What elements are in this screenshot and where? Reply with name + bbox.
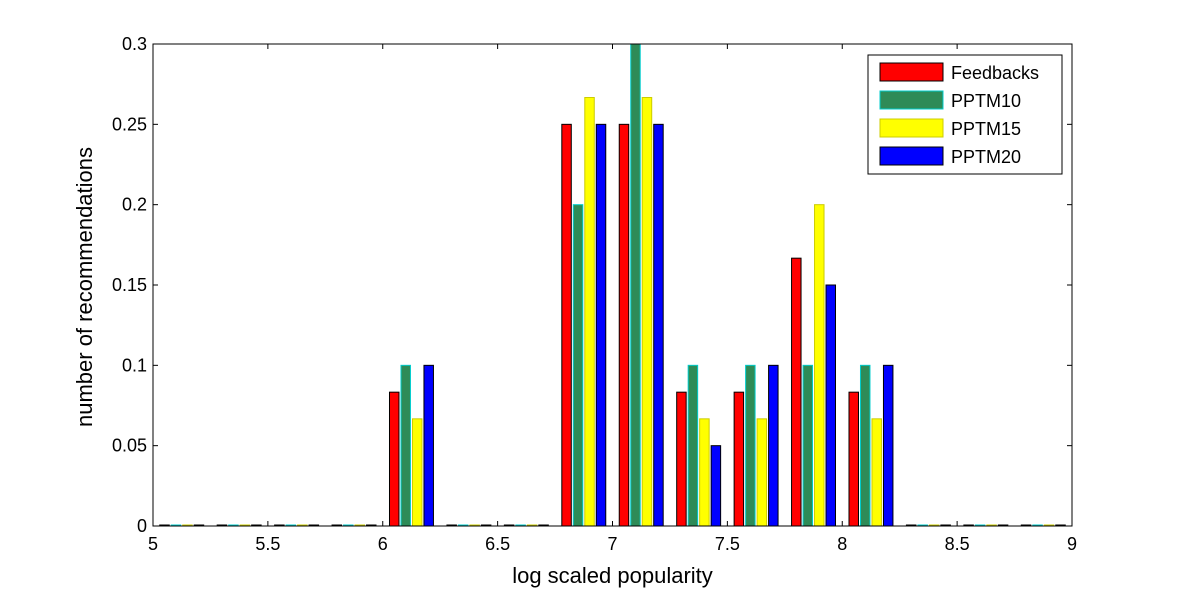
legend-label-pptm15: PPTM15 <box>951 119 1021 139</box>
bar-feedbacks-4 <box>388 391 400 527</box>
x-tick-label: 8 <box>837 534 847 554</box>
bar-pptm10-4 <box>400 364 411 527</box>
x-tick-label: 8.5 <box>945 534 970 554</box>
y-tick-label: 0 <box>137 516 147 536</box>
y-tick-label: 0.15 <box>112 275 147 295</box>
bar-pptm15-12 <box>871 418 882 527</box>
x-tick-label: 6.5 <box>485 534 510 554</box>
bar-pptm15-7 <box>584 97 595 527</box>
y-tick-label: 0.05 <box>112 436 147 456</box>
bar-pptm20-7 <box>595 123 607 527</box>
bar-pptm15-8 <box>641 97 653 527</box>
y-tick-label: 0.2 <box>122 195 147 215</box>
bar-pptm10-10 <box>745 364 756 527</box>
bar-feedbacks-11 <box>791 257 802 527</box>
legend-swatch-pptm10 <box>879 90 944 110</box>
bar-pptm15-11 <box>814 204 825 527</box>
x-tick-label: 9 <box>1067 534 1077 554</box>
legend-label-feedbacks: Feedbacks <box>951 63 1039 83</box>
bar-pptm20-9 <box>710 445 722 527</box>
y-axis: 0 0.05 0.1 0.15 0.2 0.25 0.3 <box>112 34 1072 536</box>
bar-pptm10-11 <box>802 364 814 527</box>
legend-swatch-pptm15 <box>879 118 944 138</box>
x-axis: 5 5.5 6 6.5 7 7.5 8 8.5 9 <box>148 44 1077 554</box>
bar-pptm10-8 <box>630 43 641 527</box>
bar-pptm10-9 <box>687 364 699 527</box>
legend-label-pptm20: PPTM20 <box>951 147 1021 167</box>
legend-label-pptm10: PPTM10 <box>951 91 1021 111</box>
legend-swatch-feedbacks <box>879 62 944 82</box>
bar-pptm15-10 <box>756 418 768 527</box>
bar-pptm10-7 <box>572 204 584 527</box>
bar-pptm10-12 <box>859 364 871 527</box>
bar-pptm20-8 <box>653 123 664 527</box>
y-tick-label: 0.1 <box>122 355 147 375</box>
bar-feedbacks-10 <box>733 391 745 527</box>
legend-swatch-pptm20 <box>879 146 944 166</box>
plot-bars <box>159 43 1066 527</box>
bar-pptm15-9 <box>699 418 710 527</box>
x-tick-label: 5.5 <box>255 534 280 554</box>
y-tick-label: 0.25 <box>112 114 147 134</box>
bar-pptm20-4 <box>423 364 434 527</box>
x-tick-label: 7 <box>607 534 617 554</box>
bar-pptm20-10 <box>768 364 779 527</box>
y-axis-label: number of recommendations <box>72 147 97 427</box>
y-tick-label: 0.3 <box>122 34 147 54</box>
x-tick-label: 6 <box>378 534 388 554</box>
bar-feedbacks-8 <box>618 123 630 527</box>
x-tick-label: 7.5 <box>715 534 740 554</box>
bar-pptm20-11 <box>825 284 837 527</box>
bar-feedbacks-12 <box>848 391 859 527</box>
bar-pptm20-12 <box>882 364 894 527</box>
bar-feedbacks-7 <box>561 123 572 527</box>
x-axis-label: log scaled popularity <box>512 563 713 588</box>
bar-feedbacks-9 <box>676 391 687 527</box>
x-tick-label: 5 <box>148 534 158 554</box>
bar-pptm15-4 <box>411 418 423 527</box>
legend: Feedbacks PPTM10 PPTM15 PPTM20 <box>867 54 1063 175</box>
